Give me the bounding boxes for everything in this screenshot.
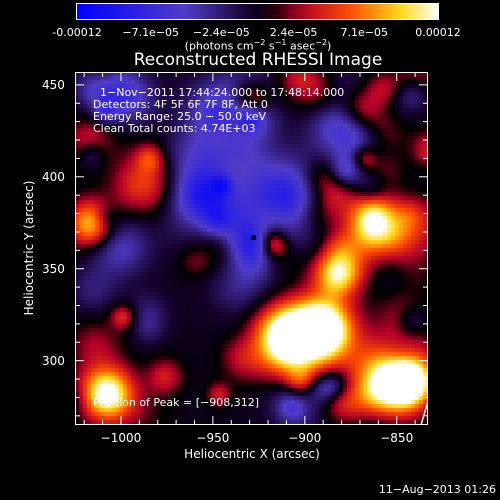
clean-counts-text: Clean Total counts: 4.74E+03	[93, 122, 256, 135]
colorbar-tick-label: 2.4e−05	[269, 26, 318, 39]
peak-marker	[250, 234, 256, 240]
peak-position-text: Position of Peak = [−908,312]	[93, 396, 260, 409]
y-tick-label: 350	[42, 261, 65, 276]
y-axis-label: Heliocentric Y (arcsec)	[22, 180, 36, 316]
x-tick-label: −900	[288, 431, 322, 445]
energy-range-text: Energy Range: 25.0 − 50.0 keV	[93, 110, 267, 123]
detectors-text: Detectors: 4F 5F 6F 7F 8F, Att 0	[93, 98, 268, 111]
colorbar-units: (photons cm−2 s−1 asec−2)	[184, 38, 332, 53]
colorbar-tick-label: −2.4e−05	[193, 26, 250, 39]
x-tick-label: −1000	[100, 431, 142, 445]
colorbar-tick-label: −7.1e−05	[122, 26, 180, 39]
plot-frame	[75, 72, 428, 425]
time-range-text: 1−Nov−2011 17:44:24.000 to 17:48:14.000	[100, 86, 345, 99]
colorbar-tick-label: 7.1e−05	[340, 26, 389, 39]
y-tick-label: 400	[42, 169, 65, 184]
x-tick-label: −950	[196, 431, 230, 445]
colorbar-tick-label: 0.00012	[415, 26, 461, 39]
colorbar-tick-label: -0.00012	[52, 26, 102, 39]
rhessi-image	[75, 72, 428, 425]
footer-date: 11−Aug−2013 01:26	[378, 483, 496, 496]
image-title: Reconstructed RHESSI Image	[133, 50, 383, 70]
x-axis-label: Heliocentric X (arcsec)	[184, 447, 320, 461]
colorbar	[76, 3, 439, 20]
y-tick-label: 450	[42, 77, 65, 92]
x-tick-label: −850	[380, 431, 414, 445]
y-tick-label: 300	[42, 353, 65, 368]
